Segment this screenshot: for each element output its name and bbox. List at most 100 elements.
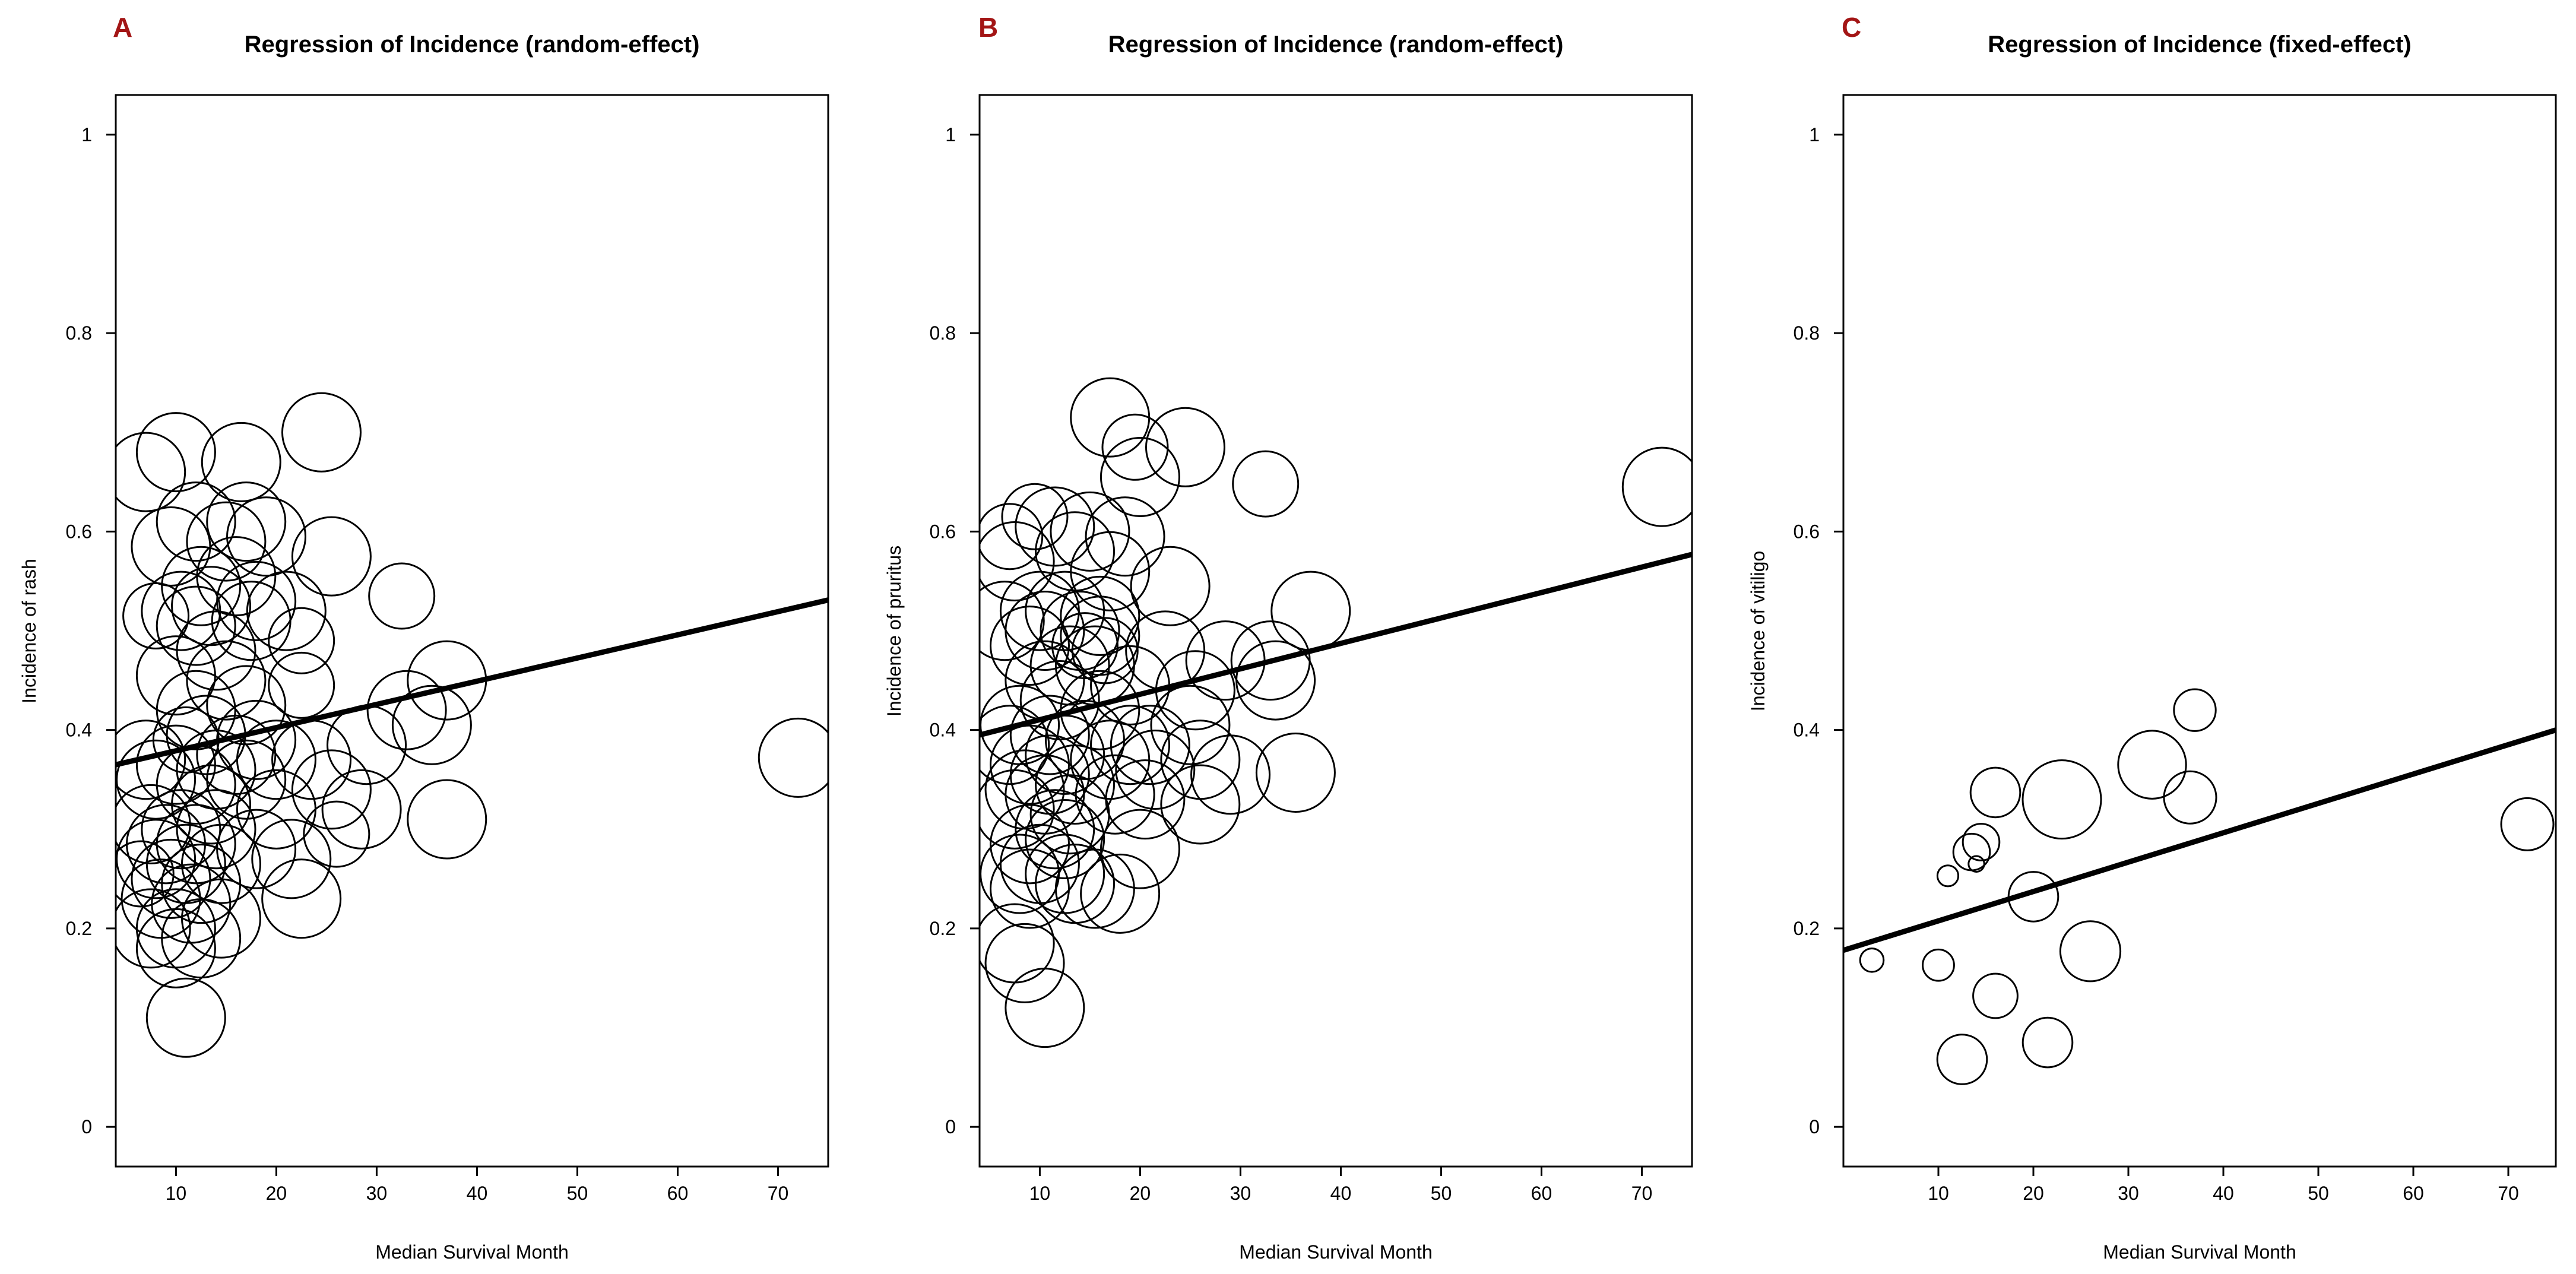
x-tick-label: 70 <box>2498 1183 2519 1204</box>
regression-line <box>1843 727 2556 953</box>
x-tick-label: 50 <box>1431 1183 1452 1204</box>
chart-title: Regression of Incidence (random-effect) <box>245 31 700 58</box>
x-tick-label: 60 <box>1531 1183 1552 1204</box>
data-point <box>196 714 277 795</box>
regression-line <box>116 597 828 768</box>
data-point <box>1621 446 1692 527</box>
y-tick-label: 0.2 <box>66 918 92 939</box>
data-point <box>176 610 256 691</box>
data-point <box>990 804 1070 885</box>
data-point <box>216 809 297 889</box>
data-points <box>1859 688 2555 1085</box>
y-tick-label: 1 <box>81 124 92 145</box>
y-tick-label: 0.2 <box>930 918 956 939</box>
x-tick-label: 70 <box>1631 1183 1653 1204</box>
data-point <box>1085 496 1165 577</box>
data-points <box>116 392 828 1058</box>
data-point <box>236 720 316 800</box>
data-point <box>268 651 335 719</box>
x-axis-label: Median Survival Month <box>2103 1241 2296 1263</box>
data-point <box>1054 625 1135 706</box>
data-points <box>980 377 1692 1048</box>
data-point <box>366 670 447 750</box>
data-point <box>1054 848 1135 929</box>
data-point <box>1101 413 1169 481</box>
data-point <box>186 640 267 721</box>
data-point <box>261 858 342 939</box>
data-point <box>1859 947 1885 973</box>
x-tick-label: 40 <box>2213 1183 2234 1204</box>
data-point <box>291 516 372 597</box>
data-point <box>1115 729 1196 810</box>
data-point <box>1009 695 1090 775</box>
data-point <box>391 684 472 765</box>
data-point <box>1005 591 1085 671</box>
y-tick-label: 0.6 <box>66 521 92 542</box>
panel-a: A Regression of Incidence (random-effect… <box>18 12 829 1263</box>
panel-b: B Regression of Incidence (random-effect… <box>883 12 1693 1263</box>
data-point <box>980 503 1044 571</box>
data-point <box>176 729 256 810</box>
data-point <box>180 878 261 959</box>
data-point <box>1967 855 1985 873</box>
y-tick-label: 0.6 <box>1794 521 1820 542</box>
data-point <box>171 566 252 646</box>
data-point <box>156 585 236 666</box>
x-tick-label: 20 <box>266 1183 287 1204</box>
data-point <box>1150 684 1231 765</box>
data-point <box>1001 483 1069 550</box>
data-point <box>1044 699 1125 780</box>
data-point <box>1936 864 1960 888</box>
y-tick-label: 0.8 <box>66 322 92 344</box>
y-tick-label: 0.6 <box>930 521 956 542</box>
x-tick-label: 20 <box>1130 1183 1151 1204</box>
data-point <box>980 705 1050 785</box>
data-point <box>161 546 242 626</box>
x-axis-label: Median Survival Month <box>1239 1241 1432 1263</box>
data-point <box>1035 511 1116 592</box>
data-point <box>1050 491 1130 572</box>
y-tick-label: 1 <box>1809 124 1820 145</box>
data-point <box>980 521 1055 601</box>
data-point <box>2021 1016 2074 1069</box>
data-point <box>2059 920 2122 983</box>
y-axis-label: Incidence of vitiligo <box>1747 551 1769 711</box>
data-point <box>2500 797 2555 851</box>
data-point <box>407 779 487 860</box>
data-point <box>1075 754 1155 835</box>
data-point <box>1972 972 2019 1019</box>
x-tick-label: 10 <box>1928 1183 1949 1204</box>
data-point <box>156 481 236 562</box>
data-point <box>1936 1034 1988 1085</box>
y-tick-label: 0 <box>1809 1116 1820 1137</box>
regression-line <box>980 552 1692 738</box>
x-tick-label: 60 <box>667 1183 689 1204</box>
axis-ticks: 10 20 30 40 50 60 70 0 0.2 0.4 0.6 0.8 1 <box>1794 124 2519 1204</box>
data-point <box>226 496 307 577</box>
data-point <box>2163 770 2217 825</box>
y-tick-label: 0 <box>945 1116 956 1137</box>
data-point <box>211 581 291 661</box>
data-point <box>1185 620 1266 701</box>
panel-letter: A <box>113 12 132 43</box>
panel-letter: C <box>1842 12 1861 43</box>
data-point <box>251 819 332 899</box>
data-point <box>1070 377 1151 458</box>
data-point <box>196 536 277 617</box>
data-point <box>116 840 175 908</box>
data-point <box>1270 571 1351 651</box>
chart-title: Regression of Incidence (random-effect) <box>1108 31 1564 58</box>
data-point <box>1232 450 1300 518</box>
data-point <box>1005 968 1085 1048</box>
data-point <box>156 670 236 750</box>
y-tick-label: 0.4 <box>930 720 956 741</box>
data-point <box>980 903 1055 984</box>
x-tick-label: 40 <box>1330 1183 1352 1204</box>
data-point <box>1235 640 1316 721</box>
data-point <box>268 607 335 674</box>
data-point <box>1969 766 2021 819</box>
data-point <box>1029 774 1110 855</box>
data-point <box>1060 575 1140 656</box>
data-point <box>145 977 226 1058</box>
